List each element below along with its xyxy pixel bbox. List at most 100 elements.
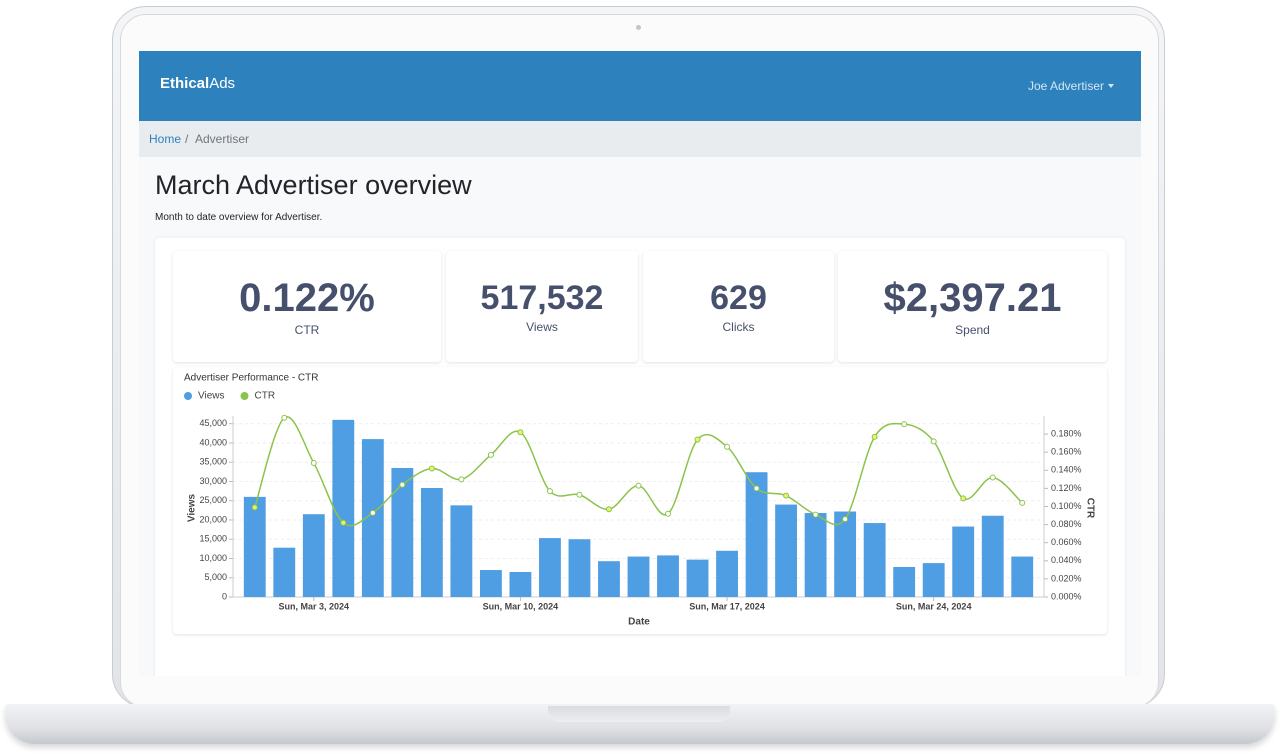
y2-tick-label: 0.120% xyxy=(1051,483,1082,493)
line-point xyxy=(724,443,731,450)
bar xyxy=(420,488,443,597)
y-tick-label: 30,000 xyxy=(199,476,227,486)
stat-label: CTR xyxy=(294,323,320,337)
line-point xyxy=(694,436,701,443)
page-title: March Advertiser overview xyxy=(155,170,472,200)
line-point xyxy=(576,491,583,498)
stat-card: 0.122% CTR xyxy=(173,251,441,362)
brand-bold[interactable]: Ethical xyxy=(160,75,210,92)
bar xyxy=(627,556,650,597)
y2-tick-label: 0.080% xyxy=(1051,519,1082,529)
bar xyxy=(391,467,414,597)
stat-label: Spend xyxy=(955,323,990,337)
line-point xyxy=(842,516,849,523)
chart-title: Advertiser Performance - CTR xyxy=(184,373,318,384)
bar xyxy=(598,561,620,597)
legend-swatch xyxy=(184,392,192,400)
bar xyxy=(686,559,709,597)
line-point xyxy=(753,485,760,492)
line-point xyxy=(428,465,435,472)
line-point xyxy=(251,504,258,511)
line-point xyxy=(960,495,967,502)
y2-tick-label: 0.020% xyxy=(1051,573,1082,583)
bar xyxy=(775,504,798,597)
line-point xyxy=(281,414,288,421)
stat-value: $2,397.21 xyxy=(883,276,1062,320)
line-point xyxy=(635,482,642,489)
line-point xyxy=(517,429,524,436)
x-tick-label: Sun, Mar 24, 2024 xyxy=(896,601,972,611)
bar xyxy=(509,571,532,597)
line-point xyxy=(369,509,376,516)
y-tick-label: 10,000 xyxy=(199,553,227,563)
stat-card: $2,397.21 Spend xyxy=(838,251,1107,362)
bar xyxy=(863,523,886,597)
stat-label: Views xyxy=(526,320,558,334)
y2-tick-label: 0.040% xyxy=(1051,555,1082,565)
line-point xyxy=(458,476,465,483)
legend-swatch xyxy=(240,392,249,400)
stat-label: Clicks xyxy=(722,320,755,334)
bar xyxy=(952,526,975,597)
breadcrumb-current: Advertiser xyxy=(195,132,250,146)
bar xyxy=(302,514,325,597)
line-point xyxy=(665,510,672,517)
line-point xyxy=(989,474,996,481)
x-tick-label: Sun, Mar 3, 2024 xyxy=(279,601,350,611)
line-point xyxy=(812,511,819,518)
line-point xyxy=(340,519,347,526)
bar xyxy=(922,563,945,597)
bar xyxy=(893,566,916,597)
line-point xyxy=(399,481,406,488)
breadcrumb-separator: / xyxy=(185,132,189,146)
breadcrumb: Home / Advertiser xyxy=(139,121,1141,157)
bar xyxy=(568,539,591,597)
bar xyxy=(361,439,384,597)
page-subtitle: Month to date overview for Advertiser. xyxy=(155,212,323,223)
line-point xyxy=(605,506,612,513)
y2-tick-label: 0.100% xyxy=(1051,501,1082,511)
brand[interactable]: EthicalAds xyxy=(160,75,235,92)
y2-tick-label: 0.140% xyxy=(1051,465,1082,475)
stat-value: 517,532 xyxy=(480,279,604,317)
y-tick-label: 5,000 xyxy=(204,572,227,582)
laptop-notch xyxy=(548,706,730,722)
camera xyxy=(636,25,641,30)
y-tick-label: 15,000 xyxy=(199,534,227,544)
line-point xyxy=(783,492,790,499)
y-tick-label: 0 xyxy=(222,591,227,601)
x-tick-label: Sun, Mar 17, 2024 xyxy=(689,601,765,611)
y-tick-label: 25,000 xyxy=(199,495,227,505)
line-point xyxy=(1019,499,1026,506)
line-point xyxy=(546,488,553,495)
bar xyxy=(539,538,561,597)
stat-value: 0.122% xyxy=(239,276,375,320)
line-point xyxy=(930,438,937,445)
bar xyxy=(981,515,1004,597)
bar xyxy=(657,555,679,597)
breadcrumb-link[interactable]: Home xyxy=(149,132,182,146)
y-tick-label: 45,000 xyxy=(199,418,227,428)
bar xyxy=(332,419,355,597)
y-tick-label: 35,000 xyxy=(199,457,227,467)
y2-tick-label: 0.000% xyxy=(1051,591,1082,601)
stat-card: 517,532 Views xyxy=(446,251,638,362)
y-axis-title: Views xyxy=(187,493,198,522)
y-tick-label: 40,000 xyxy=(199,437,227,447)
legend-label: CTR xyxy=(255,391,276,402)
legend-label: Views xyxy=(198,391,225,402)
navbar: EthicalAds Joe Advertiser xyxy=(139,51,1141,121)
bar xyxy=(804,513,827,597)
bar xyxy=(243,496,266,597)
user-menu[interactable]: Joe Advertiser xyxy=(1028,79,1114,93)
bar xyxy=(479,570,502,597)
bar xyxy=(834,511,857,597)
brand-light[interactable]: Ads xyxy=(209,75,236,92)
y-tick-label: 20,000 xyxy=(199,514,227,524)
line-point xyxy=(487,451,494,458)
bar xyxy=(745,472,768,597)
x-tick-label: Sun, Mar 10, 2024 xyxy=(483,601,559,611)
y2-tick-label: 0.060% xyxy=(1051,537,1082,547)
